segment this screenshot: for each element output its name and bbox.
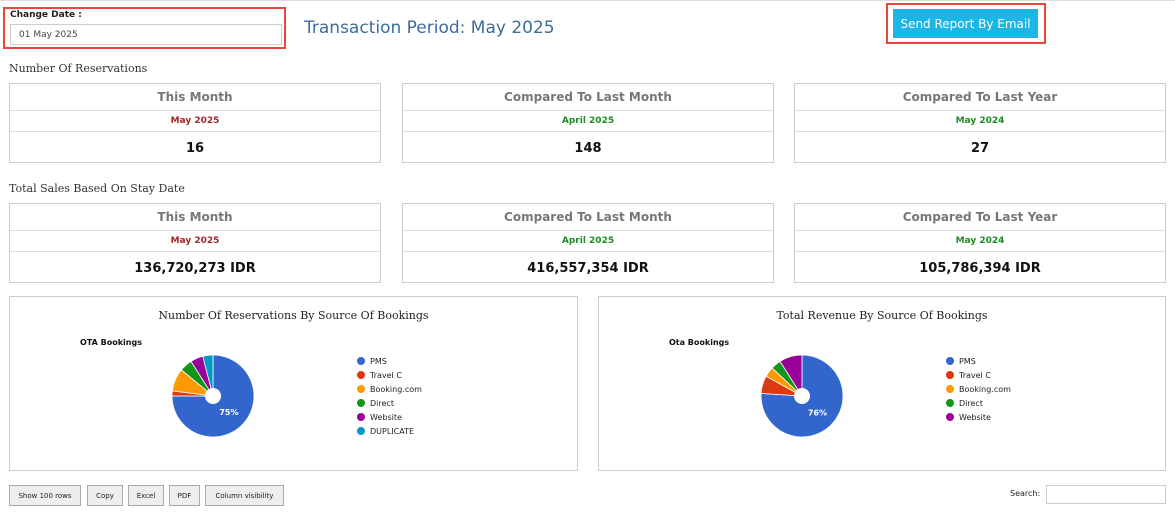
legend-label: Travel C — [959, 370, 991, 380]
transaction-period-title: Transaction Period: May 2025 — [304, 18, 555, 38]
card-period: April 2025 — [403, 111, 773, 132]
card-period: April 2025 — [403, 231, 773, 252]
legend-item-booking-com[interactable]: Booking.com — [946, 382, 1011, 396]
search-input[interactable] — [1046, 485, 1166, 504]
legend-label: Travel C — [370, 370, 402, 380]
legend-item-duplicate[interactable]: DUPLICATE — [357, 424, 422, 438]
sales-section-title: Total Sales Based On Stay Date — [9, 182, 185, 195]
search-label: Search: — [1010, 489, 1041, 498]
pie-center-hole — [794, 388, 810, 404]
legend-swatch — [946, 385, 954, 393]
sales-card-last-year: Compared To Last Year May 2024 105,786,3… — [794, 203, 1166, 283]
legend-label: Booking.com — [370, 384, 422, 394]
legend-swatch — [946, 357, 954, 365]
change-date-input[interactable]: 01 May 2025 — [10, 24, 282, 45]
legend-label: PMS — [370, 356, 387, 366]
legend-swatch — [946, 399, 954, 407]
card-value: 27 — [970, 140, 990, 156]
revenue-chart-legend: PMS Travel C Booking.com Direct Website — [946, 354, 1011, 424]
legend-item-website[interactable]: Website — [946, 410, 1011, 424]
chart-subtitle: Ota Bookings — [669, 338, 730, 347]
legend-item-travel-c[interactable]: Travel C — [357, 368, 422, 382]
copy-button[interactable]: Copy — [87, 485, 123, 506]
chart-title: Total Revenue By Source Of Bookings — [776, 309, 988, 322]
legend-swatch — [357, 413, 365, 421]
card-heading: This Month — [10, 84, 380, 111]
sales-card-this-month: This Month May 2025 136,720,273 IDR — [9, 203, 381, 283]
card-heading: Compared To Last Month — [403, 84, 773, 111]
card-heading: This Month — [10, 204, 380, 231]
card-period: May 2025 — [10, 231, 380, 252]
revenue-by-source-chart-panel: Total Revenue By Source Of Bookings Ota … — [598, 296, 1166, 471]
email-button-highlight: Send Report By Email — [886, 3, 1046, 44]
chart-title: Number Of Reservations By Source Of Book… — [158, 309, 429, 322]
legend-item-travel-c[interactable]: Travel C — [946, 368, 1011, 382]
change-date-group: Change Date : 01 May 2025 — [3, 7, 286, 49]
pie-center-hole — [205, 388, 221, 404]
pdf-button[interactable]: PDF — [169, 485, 200, 506]
legend-item-pms[interactable]: PMS — [357, 354, 422, 368]
legend-item-pms[interactable]: PMS — [946, 354, 1011, 368]
card-heading: Compared To Last Month — [403, 204, 773, 231]
legend-item-direct[interactable]: Direct — [946, 396, 1011, 410]
reservations-pie-chart: 75% — [171, 354, 255, 438]
card-period: May 2025 — [10, 111, 380, 132]
show-rows-button[interactable]: Show 100 rows — [9, 485, 81, 506]
revenue-pie-chart: 76% — [760, 354, 844, 438]
legend-item-direct[interactable]: Direct — [357, 396, 422, 410]
pie-slice-website[interactable] — [779, 354, 803, 398]
legend-swatch — [357, 357, 365, 365]
legend-label: Booking.com — [959, 384, 1011, 394]
legend-label: DUPLICATE — [370, 426, 415, 436]
card-value: 148 — [574, 140, 602, 156]
excel-button[interactable]: Excel — [128, 485, 164, 506]
card-period: May 2024 — [795, 231, 1165, 252]
card-value: 105,786,394 IDR — [919, 260, 1041, 276]
send-report-email-button[interactable]: Send Report By Email — [893, 9, 1038, 38]
column-visibility-button[interactable]: Column visibility — [205, 485, 284, 506]
pie-slice-duplicate[interactable] — [202, 354, 214, 397]
legend-swatch — [357, 399, 365, 407]
legend-item-website[interactable]: Website — [357, 410, 422, 424]
reservations-card-last-month: Compared To Last Month April 2025 148 — [402, 83, 774, 163]
legend-swatch — [946, 371, 954, 379]
card-period: May 2024 — [795, 111, 1165, 132]
reservations-card-last-year: Compared To Last Year May 2024 27 — [794, 83, 1166, 163]
legend-label: Website — [959, 412, 991, 422]
card-heading: Compared To Last Year — [795, 84, 1165, 111]
top-divider — [0, 0, 1175, 1]
reservations-section-title: Number Of Reservations — [9, 62, 148, 75]
pie-data-label: 76% — [808, 408, 827, 417]
chart-subtitle: OTA Bookings — [80, 338, 142, 347]
card-value: 16 — [185, 140, 205, 156]
legend-label: Website — [370, 412, 402, 422]
card-value: 416,557,354 IDR — [527, 260, 649, 276]
legend-label: Direct — [370, 398, 394, 408]
card-heading: Compared To Last Year — [795, 204, 1165, 231]
legend-swatch — [357, 385, 365, 393]
legend-swatch — [357, 427, 365, 435]
reservations-card-this-month: This Month May 2025 16 — [9, 83, 381, 163]
legend-swatch — [357, 371, 365, 379]
sales-card-last-month: Compared To Last Month April 2025 416,55… — [402, 203, 774, 283]
legend-item-booking-com[interactable]: Booking.com — [357, 382, 422, 396]
reservations-by-source-chart-panel: Number Of Reservations By Source Of Book… — [9, 296, 578, 471]
legend-label: Direct — [959, 398, 983, 408]
card-value: 136,720,273 IDR — [134, 260, 256, 276]
legend-swatch — [946, 413, 954, 421]
reservations-chart-legend: PMS Travel C Booking.com Direct Website DUPLI… — [357, 354, 422, 438]
pie-data-label: 75% — [219, 408, 238, 417]
pie-slice-pms[interactable] — [171, 354, 255, 438]
change-date-label: Change Date : — [10, 10, 82, 20]
legend-label: PMS — [959, 356, 976, 366]
